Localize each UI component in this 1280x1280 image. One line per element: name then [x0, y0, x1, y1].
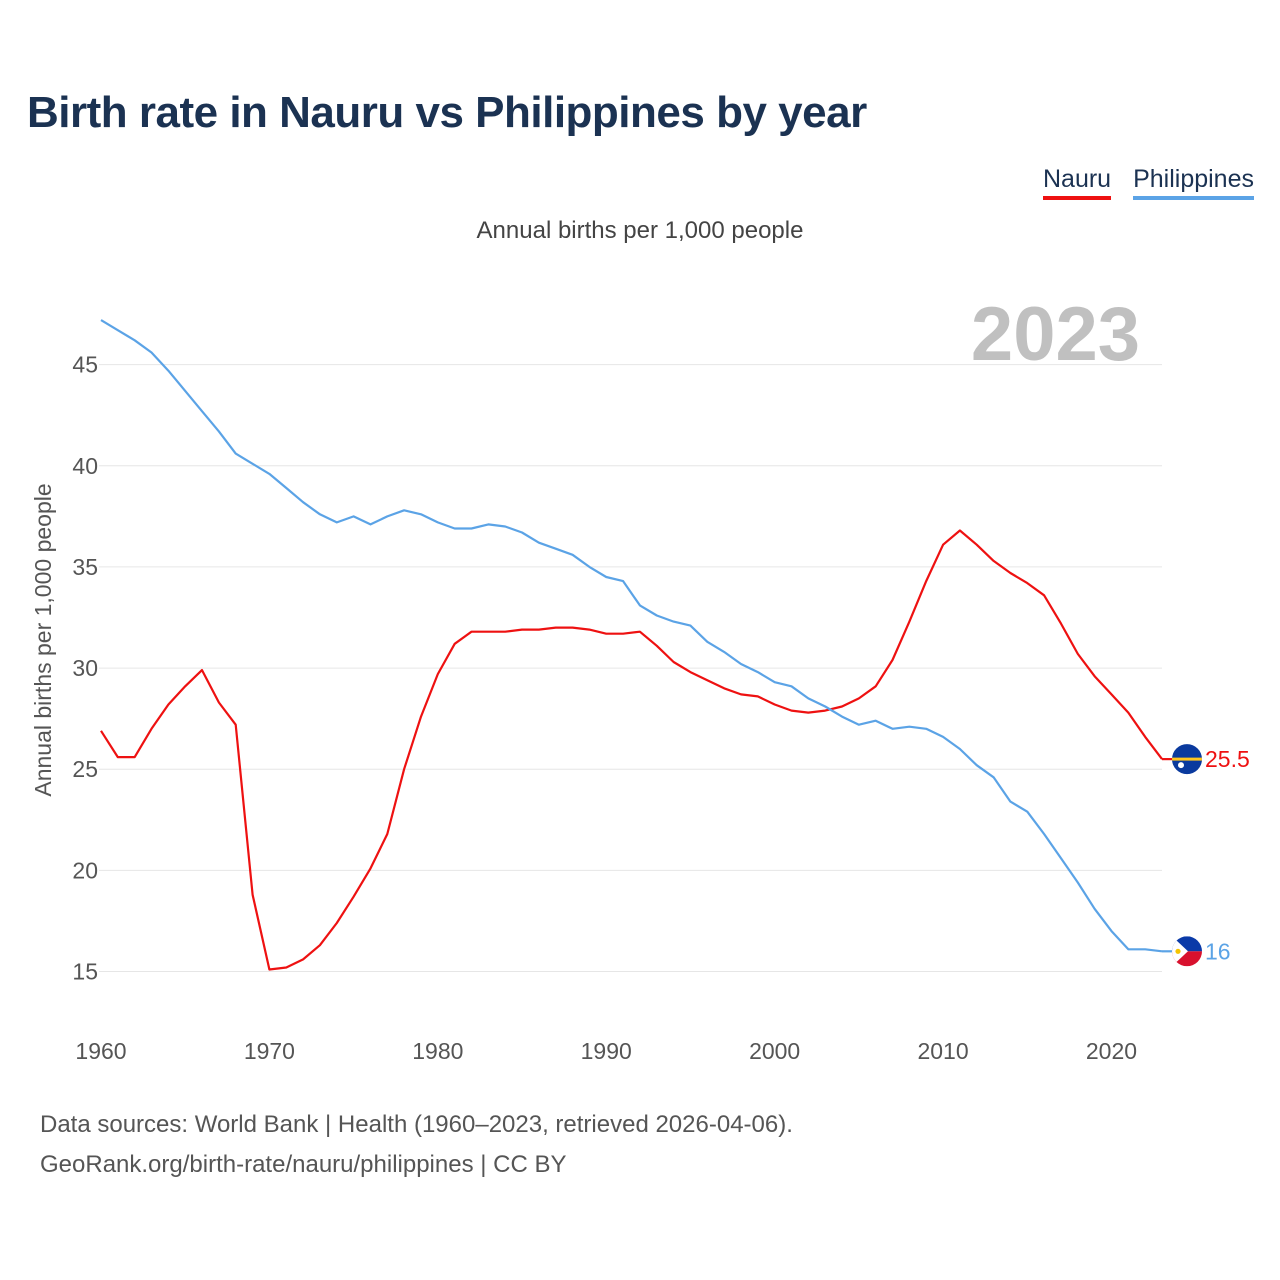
legend-item-philippines[interactable]: Philippines — [1133, 165, 1254, 200]
nauru-flag-icon — [1172, 744, 1202, 775]
y-tick-label-30: 30 — [72, 655, 98, 681]
footer: Data sources: World Bank | Health (1960–… — [40, 1105, 793, 1185]
y-tick-label-35: 35 — [72, 554, 98, 580]
x-tick-label-2020: 2020 — [1086, 1038, 1137, 1064]
legend: Nauru Philippines — [1042, 165, 1254, 200]
series-line-philippines — [100, 319, 1163, 953]
x-tick-label-2010: 2010 — [917, 1038, 968, 1064]
y-tick-label-25: 25 — [72, 756, 98, 782]
philippines-flag-icon — [1172, 936, 1202, 967]
series-line-nauru — [100, 529, 1163, 971]
nauru-flag-star — [1178, 762, 1184, 769]
y-tick-label-45: 45 — [72, 352, 98, 378]
series-end-label-nauru: 25.5 — [1205, 746, 1250, 772]
footer-sources: Data sources: World Bank | Health (1960–… — [40, 1111, 793, 1138]
footer-url: GeoRank.org/birth-rate/nauru/philippines… — [40, 1151, 567, 1178]
x-tick-label-2000: 2000 — [749, 1038, 800, 1064]
chart-title: Birth rate in Nauru vs Philippines by ye… — [27, 88, 867, 137]
y-tick-label-20: 20 — [72, 857, 98, 883]
year-watermark: 2023 — [971, 292, 1140, 377]
x-tick-label-1960: 1960 — [75, 1038, 126, 1064]
y-tick-label-15: 15 — [72, 959, 98, 985]
nauru-flag-stripe — [1172, 757, 1202, 761]
philippines-flag-sun — [1175, 948, 1181, 954]
x-tick-label-1980: 1980 — [412, 1038, 463, 1064]
x-tick-label-1990: 1990 — [581, 1038, 632, 1064]
chart-subtitle: Annual births per 1,000 people — [476, 217, 804, 244]
legend-item-nauru[interactable]: Nauru — [1042, 165, 1112, 200]
y-tick-label-40: 40 — [72, 453, 98, 479]
series-end-label-philippines: 16 — [1205, 938, 1231, 964]
x-tick-label-1970: 1970 — [244, 1038, 295, 1064]
y-axis-label: Annual births per 1,000 people — [30, 483, 56, 796]
